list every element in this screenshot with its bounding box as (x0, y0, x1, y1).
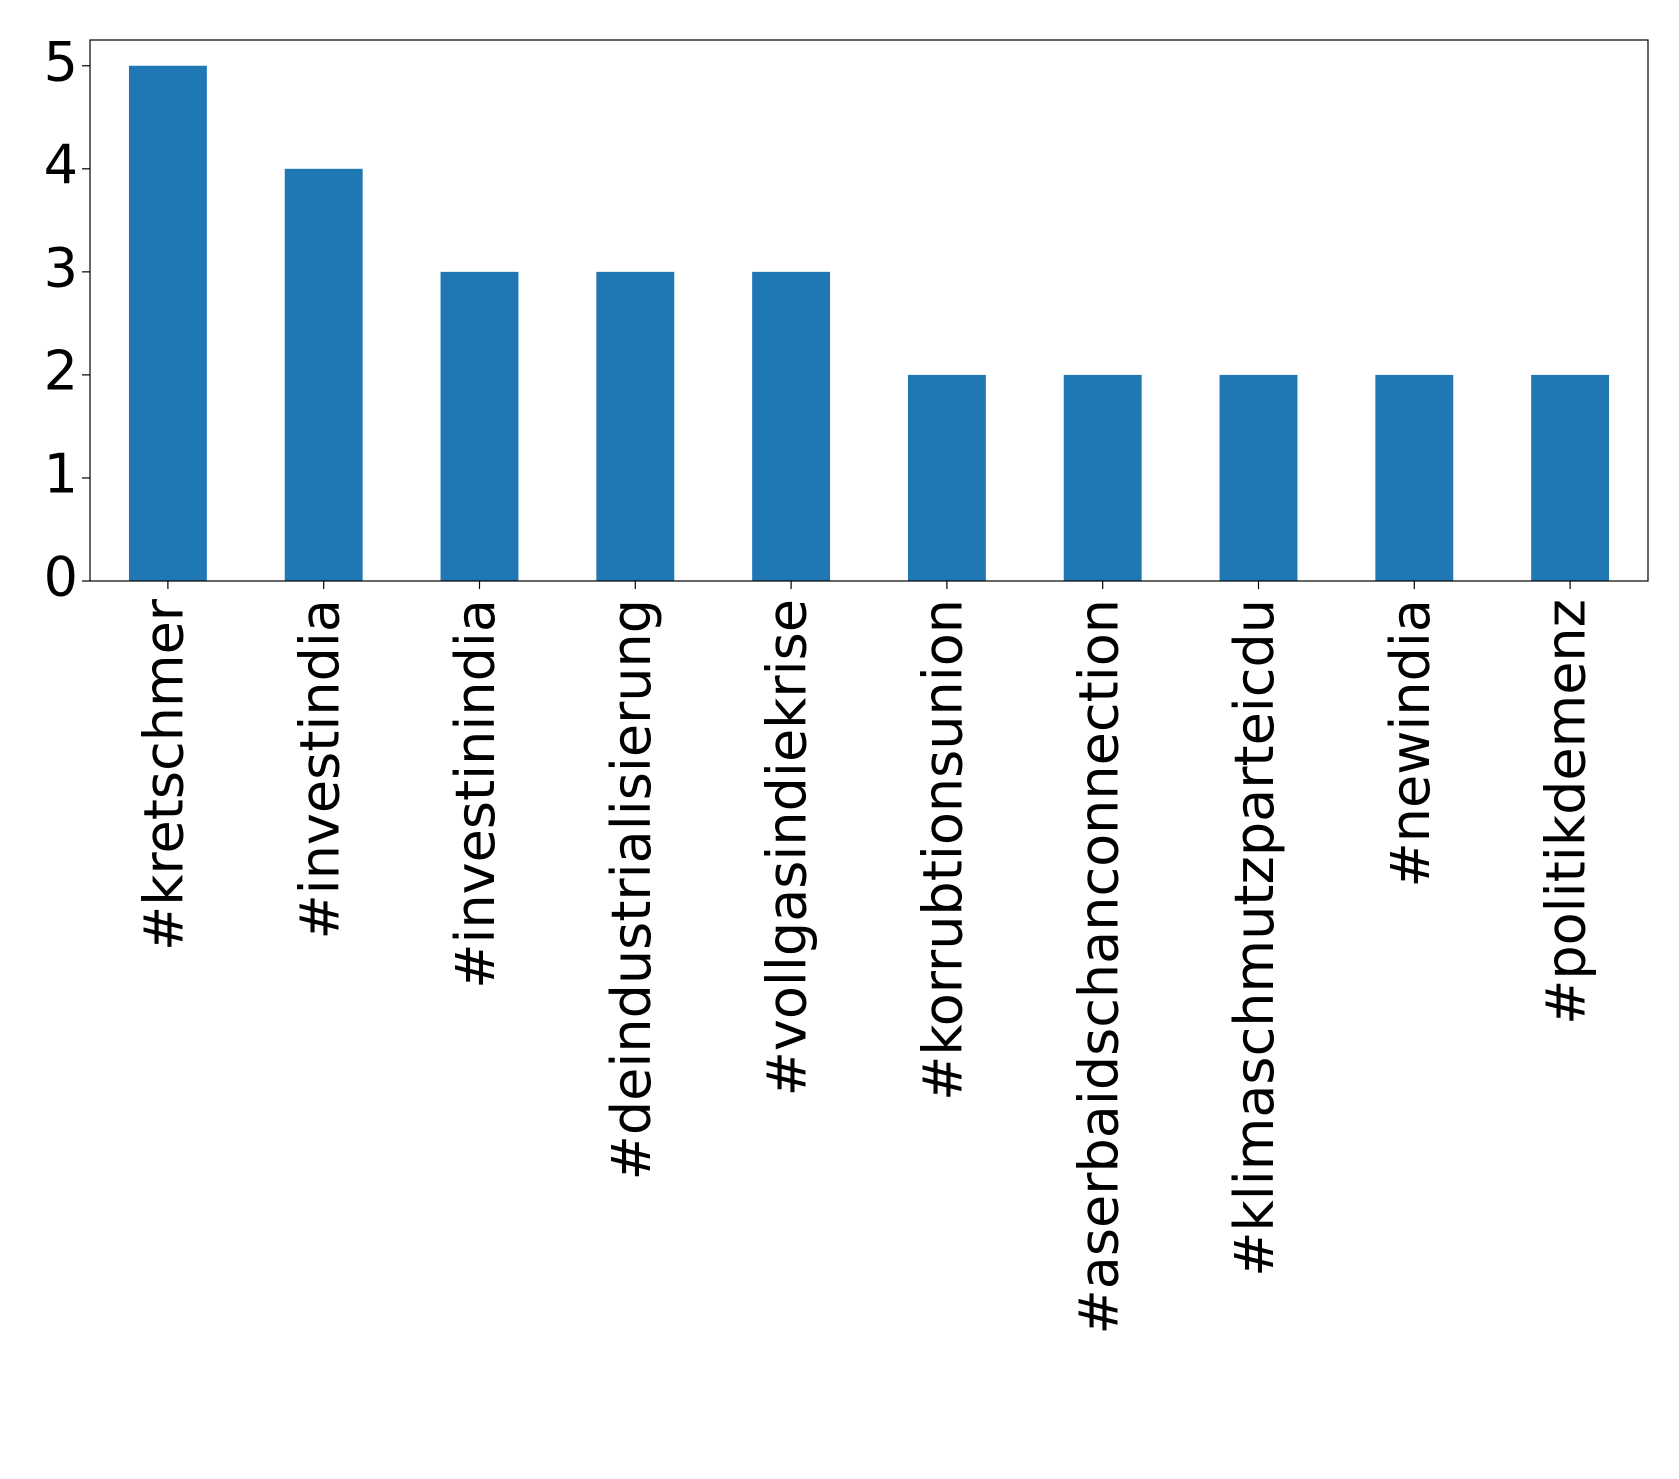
plot-frame (89, 39, 1649, 582)
bar (752, 271, 831, 581)
y-tick-label: 0 (44, 546, 78, 609)
bar (596, 271, 675, 581)
bar (1531, 374, 1610, 581)
y-tick-label: 3 (44, 236, 78, 299)
x-tick-label: #korrubtionsunion (912, 599, 975, 1101)
y-tick-label: 5 (44, 30, 78, 93)
x-tick-label: #deindustrialisierung (600, 599, 663, 1180)
x-tick-label: #klimaschmutzparteicdu (1223, 599, 1286, 1277)
y-tick-label: 4 (44, 133, 78, 196)
x-tick-label: #kretschmer (133, 598, 196, 951)
bar (440, 271, 519, 581)
bar (1219, 374, 1298, 581)
x-tick-label: #aserbaidschanconnection (1067, 599, 1130, 1334)
bar (1063, 374, 1142, 581)
x-tick-label: #investindia (288, 599, 351, 940)
x-tick-label: #investinindia (444, 599, 507, 989)
bar (907, 374, 986, 581)
y-tick-label: 2 (44, 340, 78, 403)
x-tick-label: #politikdemenz (1535, 599, 1598, 1025)
bar (1375, 374, 1454, 581)
bar (128, 65, 207, 581)
x-tick-label: #vollgasindiekrise (756, 599, 819, 1096)
bar (284, 168, 363, 582)
x-tick-label: #newindia (1379, 599, 1442, 887)
y-tick-label: 1 (44, 443, 78, 506)
